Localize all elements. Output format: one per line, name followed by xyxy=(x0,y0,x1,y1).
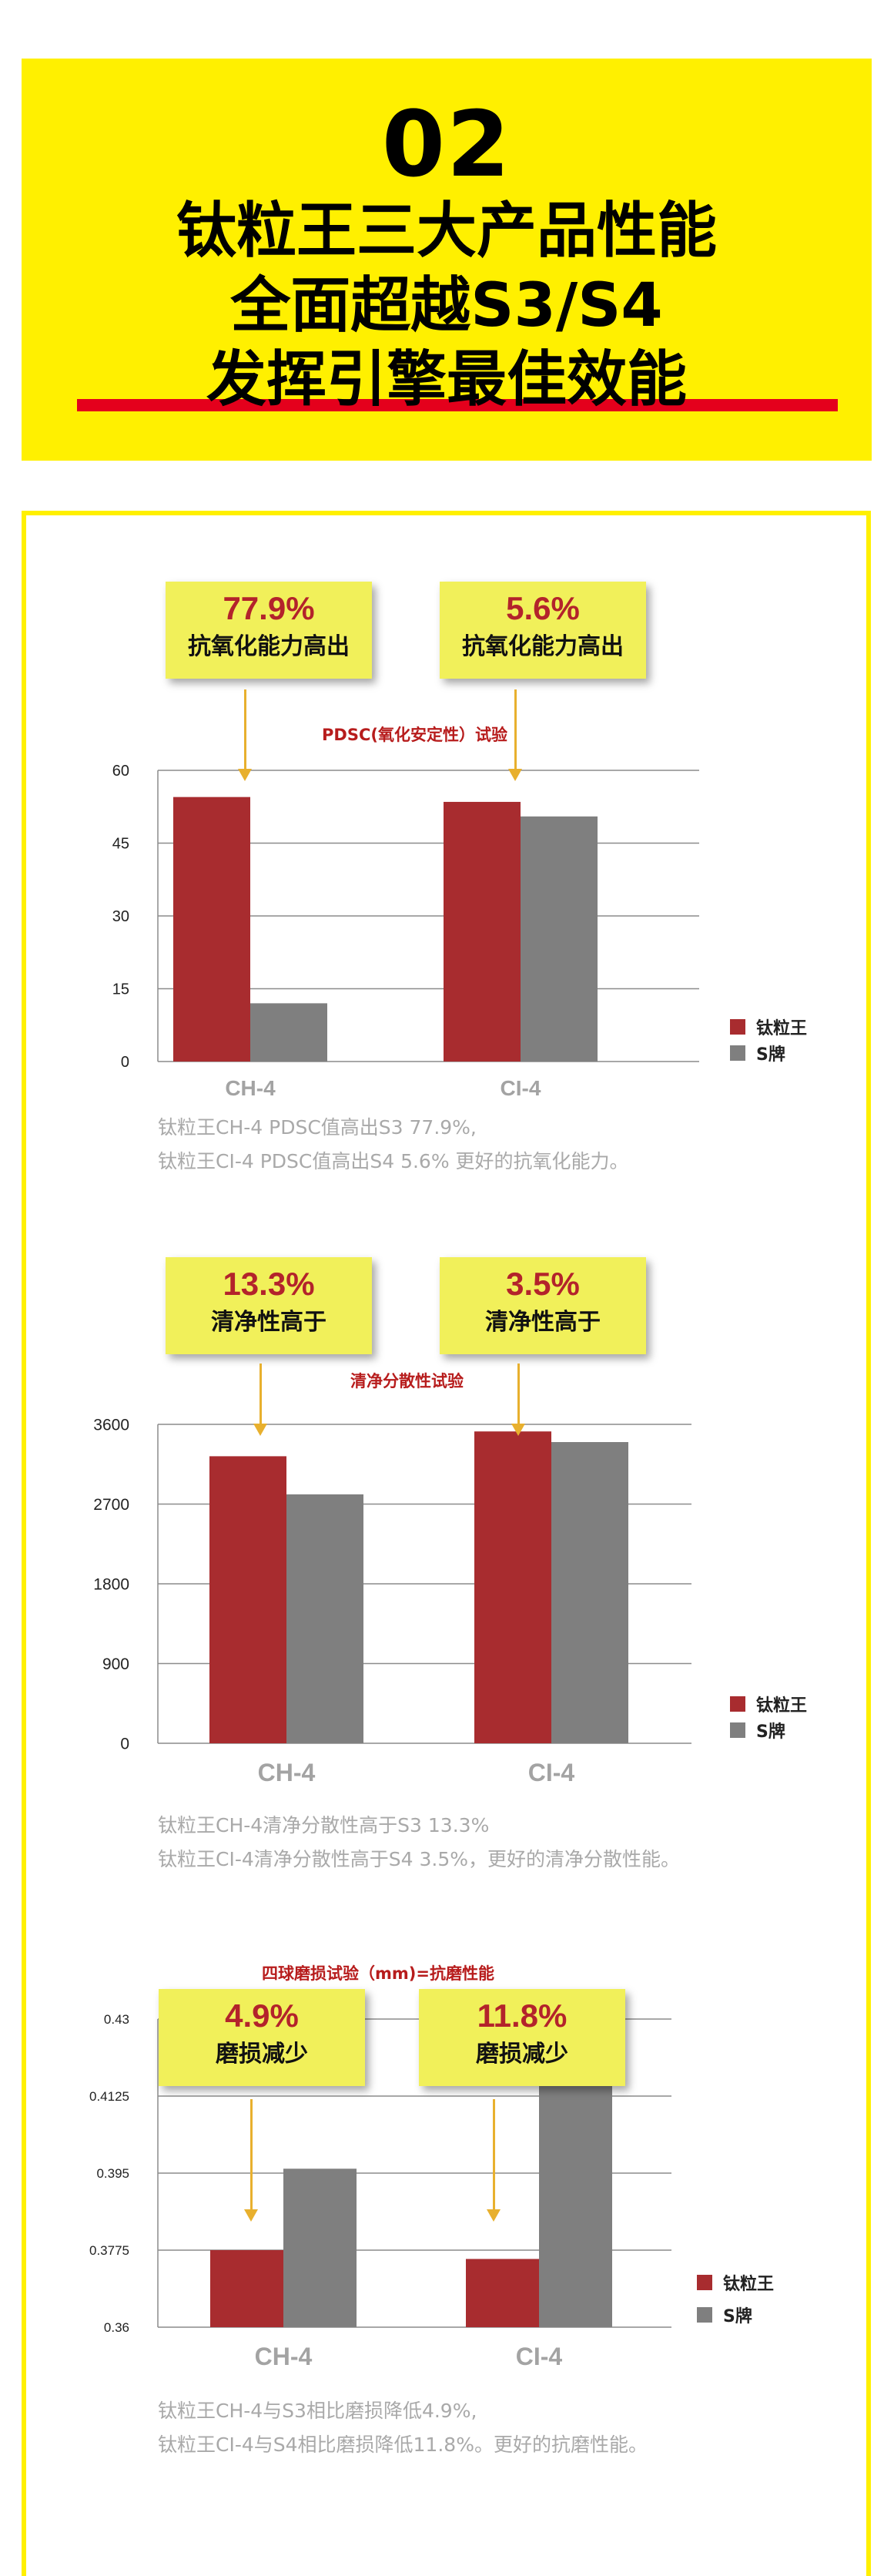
bar-ci-4-b xyxy=(521,816,598,1062)
callout-percent: 11.8% xyxy=(477,1997,568,2034)
bar-ci-4-b xyxy=(551,1442,628,1743)
note-line: 钛粒王CH-4与S3相比磨损降低4.9%, xyxy=(158,2400,477,2422)
note-line: 钛粒王CI-4与S4相比磨损降低11.8%。更好的抗磨性能。 xyxy=(158,2433,648,2456)
legend-label-b: S牌 xyxy=(756,1045,785,1065)
callout-percent: 4.9% xyxy=(225,1997,299,2034)
y-tick-label: 0.36 xyxy=(104,2320,129,2335)
y-tick-label: 3600 xyxy=(93,1416,129,1434)
callout-text: 抗氧化能力高出 xyxy=(188,633,350,661)
legend-label-b: S牌 xyxy=(756,1722,785,1742)
legend-label-b: S牌 xyxy=(723,2307,752,2326)
callout-percent: 3.5% xyxy=(506,1266,580,1302)
headline-line-1: 钛粒王三大产品性能 xyxy=(176,196,717,266)
note-line: 钛粒王CH-4清净分散性高于S3 13.3% xyxy=(158,1814,490,1836)
bar-ch-4-b xyxy=(286,1494,363,1743)
callout-detergency-ci4: 3.5% 清净性高于 xyxy=(440,1257,646,1354)
legend-swatch-a xyxy=(697,2275,712,2290)
note-line: 钛粒王CI-4 PDSC值高出S4 5.6% 更好的抗氧化能力。 xyxy=(158,1150,629,1172)
note-line: 钛粒王CH-4 PDSC值高出S3 77.9%, xyxy=(158,1116,477,1139)
arrow-pdsc-ci4 xyxy=(508,689,522,781)
callout-pdsc-ch4: 77.9% 抗氧化能力高出 xyxy=(166,582,372,679)
x-category-label: CI-4 xyxy=(501,1076,541,1100)
note-pdsc: 钛粒王CH-4 PDSC值高出S3 77.9%, 钛粒王CI-4 PDSC值高出… xyxy=(158,1111,629,1179)
legend-swatch-b xyxy=(697,2307,712,2323)
x-category-label: CI-4 xyxy=(528,1759,575,1786)
legend-label-a: 钛粒王 xyxy=(723,2275,775,2294)
y-tick-label: 45 xyxy=(112,836,129,853)
legend-swatch-b xyxy=(730,1045,745,1061)
callout-pdsc-ci4: 5.6% 抗氧化能力高出 xyxy=(440,582,646,679)
headline-line-2: 全面超越S3/S4 xyxy=(230,271,663,340)
y-tick-label: 2700 xyxy=(93,1496,129,1514)
y-tick-label: 0 xyxy=(120,1735,129,1753)
section-number: 02 xyxy=(381,91,512,197)
legend-pdsc: 钛粒王 S牌 xyxy=(730,1014,807,1066)
x-category-label: CH-4 xyxy=(258,1759,316,1786)
y-tick-label: 0.395 xyxy=(96,2166,129,2181)
charts-panel xyxy=(22,511,871,2576)
legend-swatch-b xyxy=(730,1722,745,1738)
x-category-label: CI-4 xyxy=(516,2343,563,2370)
bar-ci-4-b xyxy=(539,2071,612,2327)
chart-title-wear: 四球磨损试验（mm)=抗磨性能 xyxy=(262,1964,494,1983)
callout-percent: 13.3% xyxy=(223,1266,315,1302)
bar-ch-4-b xyxy=(283,2168,357,2327)
x-category-label: CH-4 xyxy=(255,2343,313,2370)
note-line: 钛粒王CI-4清净分散性高于S4 3.5%，更好的清净分散性能。 xyxy=(158,1848,680,1870)
callout-text: 清净性高于 xyxy=(211,1309,326,1337)
bar-ch-4-a xyxy=(209,1456,286,1743)
y-tick-label: 900 xyxy=(102,1655,129,1673)
arrow-detergency-ci4 xyxy=(511,1363,525,1436)
y-tick-label: 30 xyxy=(112,908,129,925)
legend-label-a: 钛粒王 xyxy=(756,1696,808,1716)
legend-swatch-a xyxy=(730,1696,745,1712)
note-wear: 钛粒王CH-4与S3相比磨损降低4.9%, 钛粒王CI-4与S4相比磨损降低11… xyxy=(158,2394,648,2462)
y-tick-label: 15 xyxy=(112,981,129,998)
headline-underline xyxy=(77,399,838,411)
x-category-label: CH-4 xyxy=(225,1076,276,1100)
callout-detergency-ch4: 13.3% 清净性高于 xyxy=(166,1257,372,1354)
y-tick-label: 1800 xyxy=(93,1575,129,1593)
legend-label-a: 钛粒王 xyxy=(756,1019,808,1038)
y-tick-label: 0.4125 xyxy=(89,2089,129,2104)
callout-text: 抗氧化能力高出 xyxy=(462,633,624,661)
legend-wear: 钛粒王 S牌 xyxy=(697,2266,774,2331)
arrow-detergency-ch4 xyxy=(253,1363,267,1436)
arrow-pdsc-ch4 xyxy=(238,689,252,781)
header-banner: 02 钛粒王三大产品性能 全面超越S3/S4 发挥引擎最佳效能 xyxy=(22,59,872,461)
note-detergency: 钛粒王CH-4清净分散性高于S3 13.3% 钛粒王CI-4清净分散性高于S4 … xyxy=(158,1809,680,1877)
bar-ci-4-a xyxy=(474,1431,551,1743)
bar-ci-4-a xyxy=(444,801,521,1062)
chart-title-detergency: 清净分散性试验 xyxy=(350,1372,464,1390)
arrow-wear-ch4 xyxy=(244,2099,258,2222)
chart-title-pdsc: PDSC(氧化安定性）试验 xyxy=(322,726,507,744)
callout-text: 磨损减少 xyxy=(476,2041,568,2068)
headline-line-3: 发挥引擎最佳效能 xyxy=(206,345,687,414)
bar-ch-4-b xyxy=(250,1003,327,1062)
y-tick-label: 0.3775 xyxy=(89,2243,129,2258)
callout-percent: 5.6% xyxy=(506,590,580,626)
callout-wear-ch4: 4.9% 磨损减少 xyxy=(159,1989,365,2086)
callout-text: 磨损减少 xyxy=(216,2041,308,2068)
bar-ch-4-a xyxy=(173,797,250,1062)
y-tick-label: 0 xyxy=(121,1054,129,1071)
callout-percent: 77.9% xyxy=(223,590,315,626)
bar-ch-4-a xyxy=(210,2250,283,2327)
callout-wear-ci4: 11.8% 磨损减少 xyxy=(419,1989,625,2086)
y-tick-label: 60 xyxy=(112,763,129,780)
bar-ci-4-a xyxy=(466,2259,539,2327)
legend-swatch-a xyxy=(730,1019,745,1035)
y-tick-label: 0.43 xyxy=(104,2012,129,2027)
callout-text: 清净性高于 xyxy=(485,1309,601,1337)
legend-detergency: 钛粒王 S牌 xyxy=(730,1691,807,1743)
arrow-wear-ci4 xyxy=(487,2099,501,2222)
